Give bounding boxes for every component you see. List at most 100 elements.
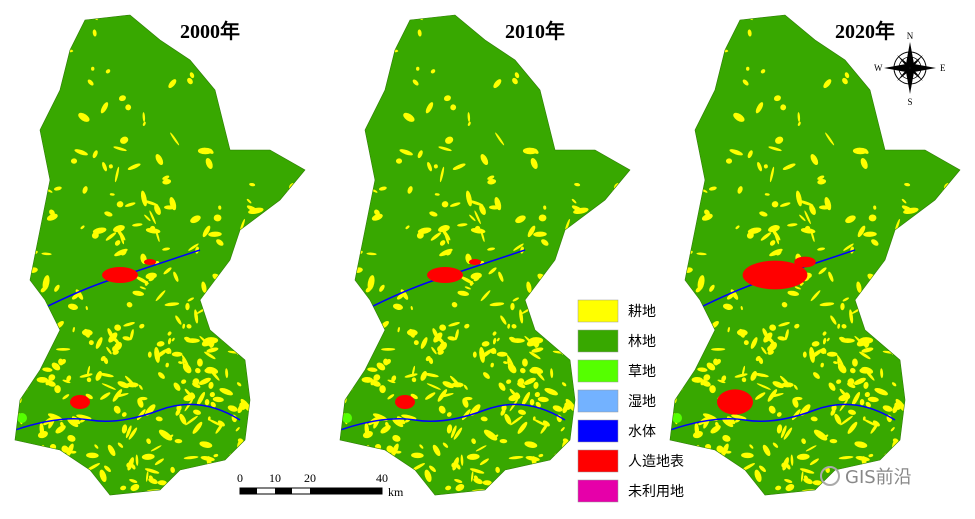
cropland xyxy=(818,267,827,275)
cropland xyxy=(170,466,175,473)
cropland xyxy=(863,231,877,237)
cropland xyxy=(508,455,524,460)
cropland xyxy=(523,377,536,385)
cropland xyxy=(812,480,822,486)
cropland xyxy=(868,214,877,222)
cropland xyxy=(755,392,766,400)
cropland xyxy=(20,220,29,228)
cropland xyxy=(540,423,549,434)
cropland xyxy=(0,453,3,460)
cropland xyxy=(848,409,856,415)
cropland xyxy=(27,169,42,177)
cropland xyxy=(292,396,298,412)
cropland xyxy=(479,204,486,215)
cropland xyxy=(731,414,747,420)
cropland xyxy=(267,338,277,345)
cropland xyxy=(383,461,389,471)
cropland xyxy=(782,163,796,171)
cropland xyxy=(913,224,920,230)
cropland xyxy=(340,211,342,222)
cropland xyxy=(544,387,558,396)
cropland xyxy=(86,377,92,383)
cropland xyxy=(455,484,465,492)
cropland xyxy=(386,445,394,453)
cropland xyxy=(867,396,879,403)
cropland xyxy=(769,166,775,183)
cropland xyxy=(901,435,909,442)
cropland xyxy=(129,329,134,341)
cropland xyxy=(188,243,199,251)
cropland xyxy=(793,384,798,390)
cropland xyxy=(452,457,459,471)
cropland xyxy=(718,472,724,483)
cropland xyxy=(584,19,590,34)
cropland xyxy=(340,312,344,319)
cropland xyxy=(473,477,483,485)
cropland xyxy=(340,184,348,193)
legend-swatch xyxy=(577,449,619,473)
cropland xyxy=(367,367,378,372)
cropland xyxy=(774,230,780,245)
cropland xyxy=(82,186,88,194)
cropland xyxy=(67,303,78,310)
cropland xyxy=(117,381,129,389)
grass xyxy=(17,413,27,423)
cropland xyxy=(890,240,902,246)
cropland xyxy=(721,375,727,382)
cropland xyxy=(60,358,66,365)
cropland xyxy=(5,297,13,306)
cropland xyxy=(138,396,148,401)
cropland xyxy=(276,15,282,23)
cropland xyxy=(906,451,921,456)
cropland xyxy=(794,323,800,329)
cropland xyxy=(417,29,422,37)
cropland xyxy=(264,233,279,240)
cropland xyxy=(445,485,452,491)
cropland xyxy=(603,282,610,294)
cropland xyxy=(15,310,16,314)
cropland xyxy=(184,398,194,412)
outline xyxy=(14,14,306,496)
cropland xyxy=(747,227,762,234)
cropland xyxy=(319,248,332,253)
cropland xyxy=(121,424,128,434)
cropland xyxy=(281,348,287,354)
cropland xyxy=(139,323,145,329)
cropland xyxy=(181,469,196,474)
cropland xyxy=(842,77,848,85)
cropland xyxy=(239,218,245,232)
cropland xyxy=(113,225,125,233)
cropland xyxy=(439,166,445,183)
cropland xyxy=(773,95,781,102)
cropland xyxy=(150,445,162,452)
cropland xyxy=(409,489,419,495)
cropland xyxy=(840,302,845,311)
cropland xyxy=(182,323,186,329)
cropland xyxy=(446,412,452,417)
cropland xyxy=(457,223,468,227)
cropland xyxy=(530,157,538,169)
cropland xyxy=(217,420,225,427)
cropland xyxy=(784,478,793,483)
cropland xyxy=(697,275,705,291)
cropland xyxy=(931,470,939,475)
cropland xyxy=(466,453,480,460)
cropland xyxy=(890,427,895,432)
cropland xyxy=(710,15,716,23)
cropland xyxy=(838,394,851,402)
cropland xyxy=(601,15,607,23)
cropland xyxy=(475,445,487,452)
cropland xyxy=(482,480,492,486)
cropland xyxy=(842,297,850,302)
cropland xyxy=(882,350,894,354)
cropland xyxy=(71,293,79,300)
cropland xyxy=(847,378,855,386)
cropland xyxy=(775,136,784,144)
cropland xyxy=(264,372,279,380)
cropland xyxy=(753,372,769,378)
cropland xyxy=(767,349,774,355)
cropland xyxy=(294,29,303,37)
cropland xyxy=(670,352,674,360)
cropland xyxy=(358,43,366,50)
cropland xyxy=(490,347,497,355)
